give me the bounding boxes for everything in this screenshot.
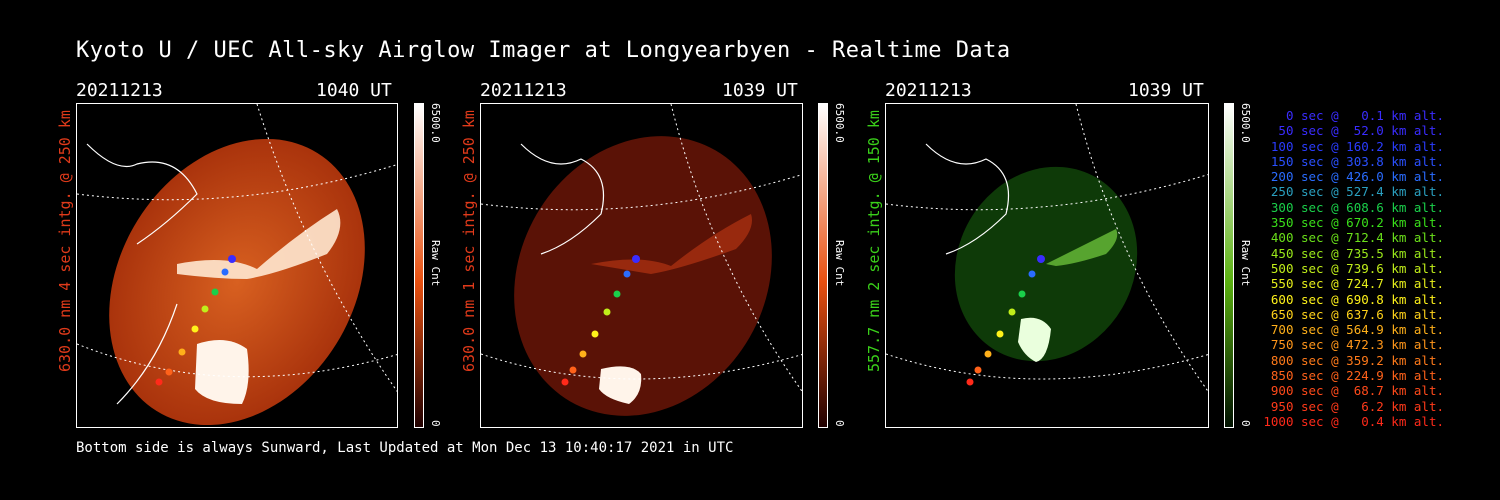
legend-item: 250 sec @ 527.4 km alt. bbox=[1270, 184, 1444, 200]
all-sky-airglow-image bbox=[886, 104, 1208, 393]
legend-item: 100 sec @ 160.2 km alt. bbox=[1270, 138, 1444, 154]
panel-1-scale-max: 6500.0 bbox=[429, 103, 442, 143]
legend-item: 200 sec @ 426.0 km alt. bbox=[1270, 169, 1444, 185]
trajectory-legend: 0 sec @ 0.1 km alt. 50 sec @ 52.0 km alt… bbox=[1256, 108, 1444, 429]
legend-item: 750 sec @ 472.3 km alt. bbox=[1270, 337, 1444, 353]
all-sky-airglow-image bbox=[481, 104, 802, 416]
panel-2-scale-max: 6500.0 bbox=[833, 103, 846, 143]
rocket-trajectory-markers bbox=[561, 255, 640, 386]
panel-3-scale-max: 6500.0 bbox=[1239, 103, 1252, 143]
panel-3-colorbar bbox=[1224, 103, 1234, 428]
legend-item: 550 sec @ 724.7 km alt. bbox=[1270, 276, 1444, 292]
panel-2-image bbox=[480, 103, 803, 428]
legend-item: 400 sec @ 712.4 km alt. bbox=[1270, 230, 1444, 246]
panel-3-image bbox=[885, 103, 1209, 428]
legend-item: 700 sec @ 564.9 km alt. bbox=[1270, 322, 1444, 338]
panel-2-time: 1039 UT bbox=[722, 80, 798, 101]
legend-item: 850 sec @ 224.9 km alt. bbox=[1270, 368, 1444, 384]
legend-item: 150 sec @ 303.8 km alt. bbox=[1270, 153, 1444, 169]
panel-1-scale-unit: Raw Cnt bbox=[429, 240, 442, 287]
rocket-trajectory-markers bbox=[966, 255, 1045, 386]
panel-3-time: 1039 UT bbox=[1128, 80, 1204, 101]
legend-item: 600 sec @ 690.8 km alt. bbox=[1270, 291, 1444, 307]
panel-2-side-label: 630.0 nm 1 sec intg. @ 250 km bbox=[460, 110, 478, 372]
footer-note: Bottom side is always Sunward, Last Upda… bbox=[76, 440, 734, 456]
panel-3-scale-min: 0 bbox=[1239, 420, 1252, 427]
page-title: Kyoto U / UEC All-sky Airglow Imager at … bbox=[76, 38, 1011, 63]
legend-item: 50 sec @ 52.0 km alt. bbox=[1278, 123, 1444, 139]
legend-item: 900 sec @ 68.7 km alt. bbox=[1270, 383, 1444, 399]
rocket-trajectory-markers bbox=[155, 255, 236, 386]
panel-1-scale-min: 0 bbox=[429, 420, 442, 427]
legend-item: 0 sec @ 0.1 km alt. bbox=[1285, 108, 1444, 123]
panel-1-image bbox=[76, 103, 398, 428]
panel-1-side-label: 630.0 nm 4 sec intg. @ 250 km bbox=[56, 110, 74, 372]
legend-item: 1000 sec @ 0.4 km alt. bbox=[1263, 413, 1444, 429]
panel-3-side-label: 557.7 nm 2 sec intg. @ 150 km bbox=[865, 110, 883, 372]
panel-3-scale-unit: Raw Cnt bbox=[1239, 240, 1252, 287]
panel-2-colorbar bbox=[818, 103, 828, 428]
all-sky-airglow-image bbox=[77, 104, 397, 426]
panel-2-scale-unit: Raw Cnt bbox=[833, 240, 846, 287]
legend-item: 350 sec @ 670.2 km alt. bbox=[1270, 215, 1444, 231]
legend-item: 650 sec @ 637.6 km alt. bbox=[1270, 306, 1444, 322]
legend-item: 450 sec @ 735.5 km alt. bbox=[1270, 245, 1444, 261]
panel-1-date: 20211213 bbox=[76, 80, 163, 101]
panel-1-colorbar bbox=[414, 103, 424, 428]
legend-item: 950 sec @ 6.2 km alt. bbox=[1270, 398, 1444, 414]
panel-1-time: 1040 UT bbox=[316, 80, 392, 101]
panel-2-scale-min: 0 bbox=[833, 420, 846, 427]
panel-2-date: 20211213 bbox=[480, 80, 567, 101]
panel-3-date: 20211213 bbox=[885, 80, 972, 101]
legend-item: 800 sec @ 359.2 km alt. bbox=[1270, 352, 1444, 368]
legend-item: 500 sec @ 739.6 km alt. bbox=[1270, 260, 1444, 276]
legend-item: 300 sec @ 608.6 km alt. bbox=[1270, 199, 1444, 215]
